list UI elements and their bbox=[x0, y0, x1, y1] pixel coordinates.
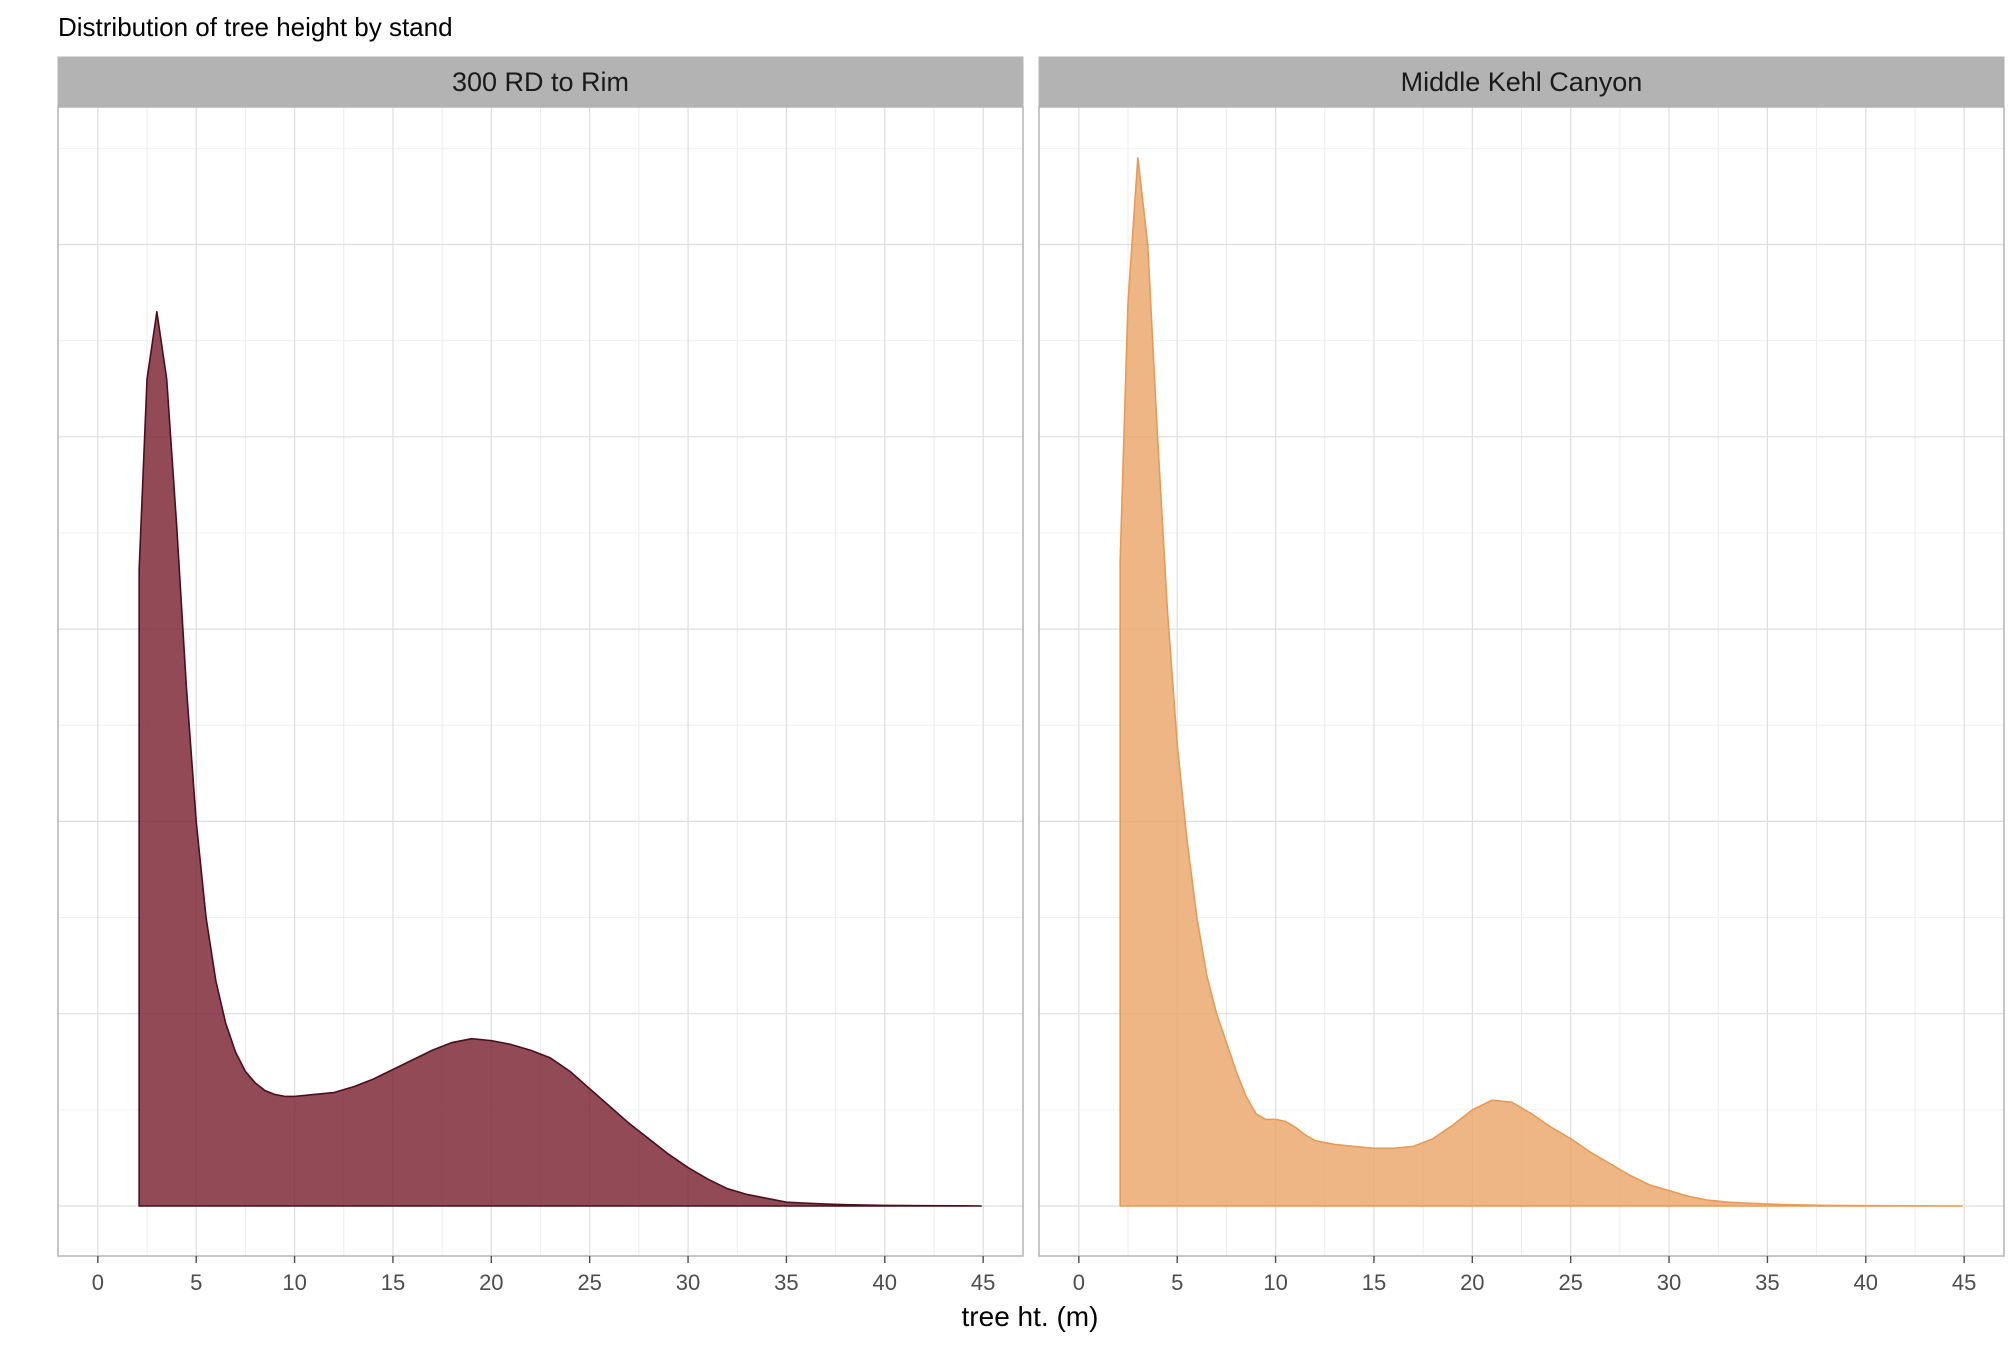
x-tick-label: 15 bbox=[1362, 1270, 1386, 1295]
facet-strip bbox=[57, 56, 1024, 108]
x-axis-title: tree ht. (m) bbox=[962, 1301, 1099, 1332]
x-tick-label: 35 bbox=[774, 1270, 798, 1295]
x-tick-label: 25 bbox=[577, 1270, 601, 1295]
x-tick-label: 0 bbox=[92, 1270, 104, 1295]
facet-strip-label: Middle Kehl Canyon bbox=[1401, 67, 1643, 97]
x-tick-label: 30 bbox=[676, 1270, 700, 1295]
facet-panel: Middle Kehl Canyon 0 5 10 15 20 25 30 35 40 45 bbox=[1038, 56, 2005, 1295]
x-tick-label: 30 bbox=[1657, 1270, 1681, 1295]
x-tick-label: 40 bbox=[1854, 1270, 1878, 1295]
x-tick-label: 0 bbox=[1073, 1270, 1085, 1295]
chart-title: Distribution of tree height by stand bbox=[58, 12, 453, 42]
facet-panel: 300 RD to Rim 0 5 10 15 20 25 30 35 40 45 bbox=[57, 56, 1024, 1295]
x-tick-label: 25 bbox=[1558, 1270, 1582, 1295]
x-tick-label: 35 bbox=[1755, 1270, 1779, 1295]
x-tick-label: 5 bbox=[1171, 1270, 1183, 1295]
x-tick-label: 20 bbox=[1460, 1270, 1484, 1295]
x-tick-label: 10 bbox=[282, 1270, 306, 1295]
x-tick-label: 5 bbox=[190, 1270, 202, 1295]
x-tick-label: 10 bbox=[1263, 1270, 1287, 1295]
density-area bbox=[1119, 157, 1963, 1207]
density-area bbox=[138, 311, 982, 1207]
x-tick-label: 40 bbox=[873, 1270, 897, 1295]
facet-strip bbox=[1038, 56, 2005, 108]
x-tick-label: 45 bbox=[1952, 1270, 1976, 1295]
x-tick-label: 20 bbox=[479, 1270, 503, 1295]
x-tick-label: 15 bbox=[381, 1270, 405, 1295]
facet-strip-label: 300 RD to Rim bbox=[452, 67, 629, 97]
x-tick-label: 45 bbox=[971, 1270, 995, 1295]
